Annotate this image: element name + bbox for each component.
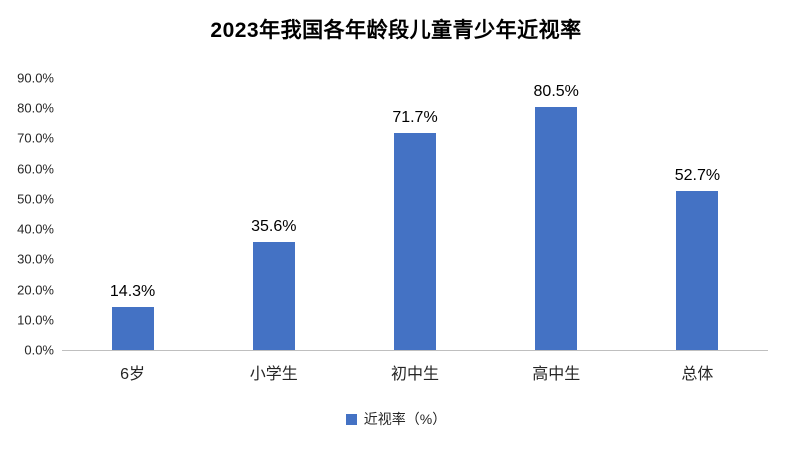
bar	[394, 133, 436, 350]
bar-column: 52.7%	[627, 78, 768, 350]
chart-title: 2023年我国各年龄段儿童青少年近视率	[210, 19, 582, 42]
bar-column: 14.3%	[62, 78, 203, 350]
y-tick-label: 70.0%	[17, 130, 54, 146]
bar-column: 35.6%	[203, 78, 344, 350]
bar-data-label: 80.5%	[533, 82, 579, 100]
legend-label: 近视率（%）	[363, 411, 447, 427]
bar	[535, 106, 578, 350]
y-tick-label: 40.0%	[17, 221, 54, 237]
x-tick-label: 初中生	[391, 366, 440, 383]
bar-data-label: 71.7%	[392, 109, 438, 127]
y-tick-label: 10.0%	[17, 312, 54, 328]
y-tick-label: 90.0%	[17, 70, 54, 86]
bar	[676, 190, 719, 350]
bar-data-label: 35.6%	[251, 218, 297, 236]
x-tick-label: 高中生	[532, 366, 581, 383]
bar-data-label: 14.3%	[109, 282, 156, 300]
x-tick-label: 总体	[681, 366, 714, 383]
y-tick-label: 80.0%	[17, 100, 54, 116]
chart-body: 90.0% 80.0% 70.0% 60.0% 50.0% 40.0% 30.0% 20.0%…	[0, 71, 792, 384]
bar-column: 80.5%	[486, 78, 627, 350]
bar-column: 71.7%	[344, 78, 485, 350]
y-tick-label: 0.0%	[24, 342, 54, 358]
plot-area: 14.3% 35.6% 71.7% 80.5% 52.7%	[62, 78, 768, 351]
plot-column: 14.3% 35.6% 71.7% 80.5% 52.7% 6岁 小学生 初中生 高中生 总体	[62, 78, 768, 384]
bar	[252, 242, 295, 350]
x-tick-label: 小学生	[249, 366, 298, 383]
y-tick-label: 50.0%	[17, 191, 54, 207]
x-axis: 6岁 小学生 初中生 高中生 总体	[62, 360, 768, 384]
bar	[111, 306, 154, 350]
y-tick-label: 60.0%	[17, 161, 54, 177]
bar-data-label: 52.7%	[674, 166, 721, 184]
legend-swatch	[345, 413, 357, 425]
x-tick-label: 6岁	[120, 366, 146, 383]
y-tick-label: 30.0%	[17, 251, 54, 267]
chart-legend: 近视率（%）	[0, 409, 792, 429]
y-axis: 90.0% 80.0% 70.0% 60.0% 50.0% 40.0% 30.0% 20.0%…	[0, 71, 62, 358]
y-tick-label: 20.0%	[17, 282, 54, 298]
